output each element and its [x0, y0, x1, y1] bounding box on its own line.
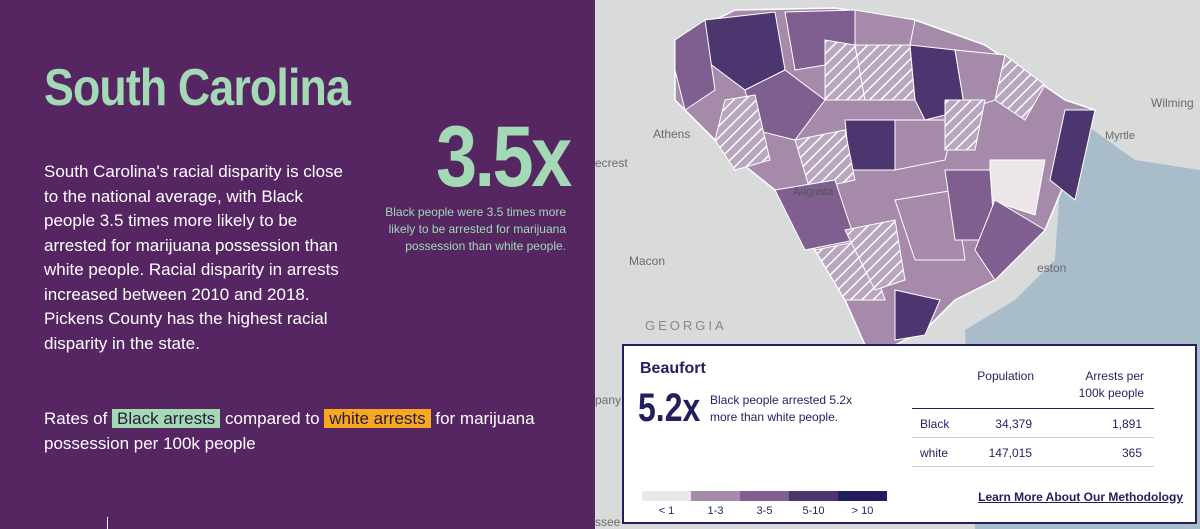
map-label: Myrtle — [1105, 130, 1135, 142]
row-race: Black — [920, 417, 950, 431]
white-arrests-label: white arrests — [324, 409, 431, 428]
county-patch[interactable] — [894, 119, 956, 171]
state-summary-panel: South Carolina South Carolina's racial d… — [0, 0, 595, 529]
county-patch[interactable] — [854, 44, 916, 101]
rates-prefix: Rates of — [44, 409, 108, 428]
row-arrests: 1,891 — [1111, 417, 1142, 431]
disparity-value: 3.5x — [436, 109, 572, 205]
map-label: pany — [595, 393, 622, 407]
county-detail-panel: Beaufort 5.2x Black people arrested 5.2x… — [622, 344, 1197, 524]
methodology-link[interactable]: Learn More About Our Methodology — [978, 490, 1183, 504]
county-patch[interactable] — [974, 199, 1046, 281]
legend-label: < 1 — [658, 505, 675, 517]
state-title: South Carolina — [44, 59, 351, 117]
rates-middle: compared to — [225, 409, 320, 428]
state-description: South Carolina's racial disparity is clo… — [44, 162, 343, 353]
map-label: ssee — [595, 515, 621, 529]
table-row-divider — [912, 437, 1154, 438]
map-label: Macon — [629, 254, 666, 268]
rates-heading: Rates of Black arrests compared to white… — [44, 406, 584, 456]
map-label: Augusta — [793, 186, 834, 198]
map-label: Wilming — [1151, 96, 1194, 110]
county-patch[interactable] — [894, 289, 941, 341]
map-label: GEORGIA — [645, 318, 727, 333]
county-patch[interactable] — [894, 189, 966, 261]
chart-axis-tick — [107, 517, 108, 529]
arrests-header: Arrests per 100k people — [1078, 369, 1144, 400]
black-arrests-label: Black arrests — [112, 409, 221, 428]
legend-label: 1-3 — [707, 505, 724, 517]
legend-label: 5-10 — [802, 505, 825, 517]
county-patch[interactable] — [714, 94, 771, 171]
row-race: white — [920, 446, 949, 460]
legend-label: > 10 — [851, 505, 874, 517]
county-patch[interactable] — [994, 54, 1046, 121]
county-patch[interactable] — [944, 99, 986, 151]
county-patch[interactable] — [1049, 109, 1096, 201]
row-population: 34,379 — [995, 417, 1032, 431]
rates-suffix: for marijuana possession per 100k people — [44, 409, 535, 453]
legend-swatch-1 — [691, 491, 740, 501]
county-multiplier: 5.2x — [638, 386, 701, 430]
legend-swatch-0 — [642, 491, 691, 501]
population-header: Population — [977, 369, 1034, 383]
legend-swatch-3 — [789, 491, 838, 501]
row-population: 147,015 — [988, 446, 1032, 460]
county-multiplier-caption: Black people arrested 5.2x more than whi… — [710, 393, 853, 424]
county-patch[interactable] — [844, 219, 906, 291]
legend-swatch-2 — [740, 491, 789, 501]
table-row-divider — [912, 466, 1154, 467]
county-name: Beaufort — [640, 360, 706, 377]
legend-label: 3-5 — [756, 505, 773, 517]
county-patch[interactable] — [794, 129, 856, 191]
map-label: ecrest — [595, 156, 628, 170]
map-label: eston — [1037, 261, 1067, 275]
disparity-caption: Black people were 3.5 times more likely … — [385, 205, 566, 253]
map-label: Athens — [653, 127, 691, 141]
county-patch[interactable] — [674, 19, 716, 111]
row-arrests: 365 — [1121, 446, 1142, 460]
legend-swatch-4 — [838, 491, 887, 501]
county-patch[interactable] — [844, 119, 896, 171]
table-header-divider — [912, 408, 1154, 409]
